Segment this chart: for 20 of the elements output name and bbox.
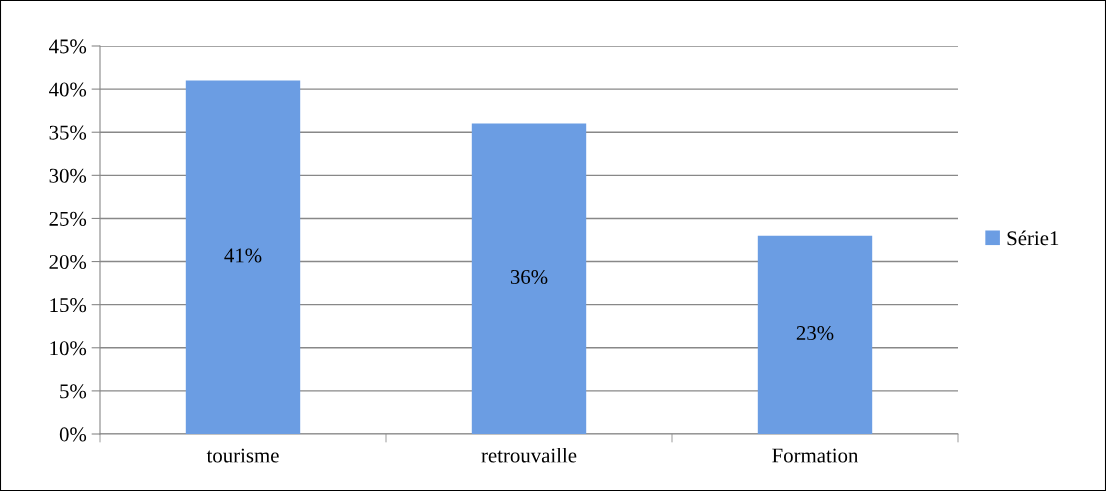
y-tick-label: 30%	[49, 168, 87, 183]
y-tick-label: 10%	[50, 341, 87, 356]
y-tick-label: 25%	[49, 211, 87, 226]
y-tick-label: 40%	[49, 82, 87, 97]
bar	[757, 235, 873, 434]
y-tick-label: 20%	[49, 254, 87, 270]
x-tick-label: tourisme	[206, 448, 279, 463]
x-tick-label: retrouvaille	[481, 447, 577, 463]
data-label: 36%	[510, 269, 548, 285]
y-tick-label: 15%	[50, 298, 87, 313]
data-label: 23%	[796, 326, 834, 341]
y-tick-label: 45%	[49, 39, 87, 54]
bar	[471, 123, 587, 434]
bar	[185, 80, 301, 434]
y-tick-label: 0%	[59, 427, 87, 442]
y-tick-label: 5%	[60, 384, 87, 399]
data-label: 41%	[224, 248, 262, 263]
legend-label: Série1	[1007, 230, 1059, 246]
y-tick-label: 35%	[49, 125, 87, 140]
x-tick-label: Formation	[772, 448, 859, 463]
